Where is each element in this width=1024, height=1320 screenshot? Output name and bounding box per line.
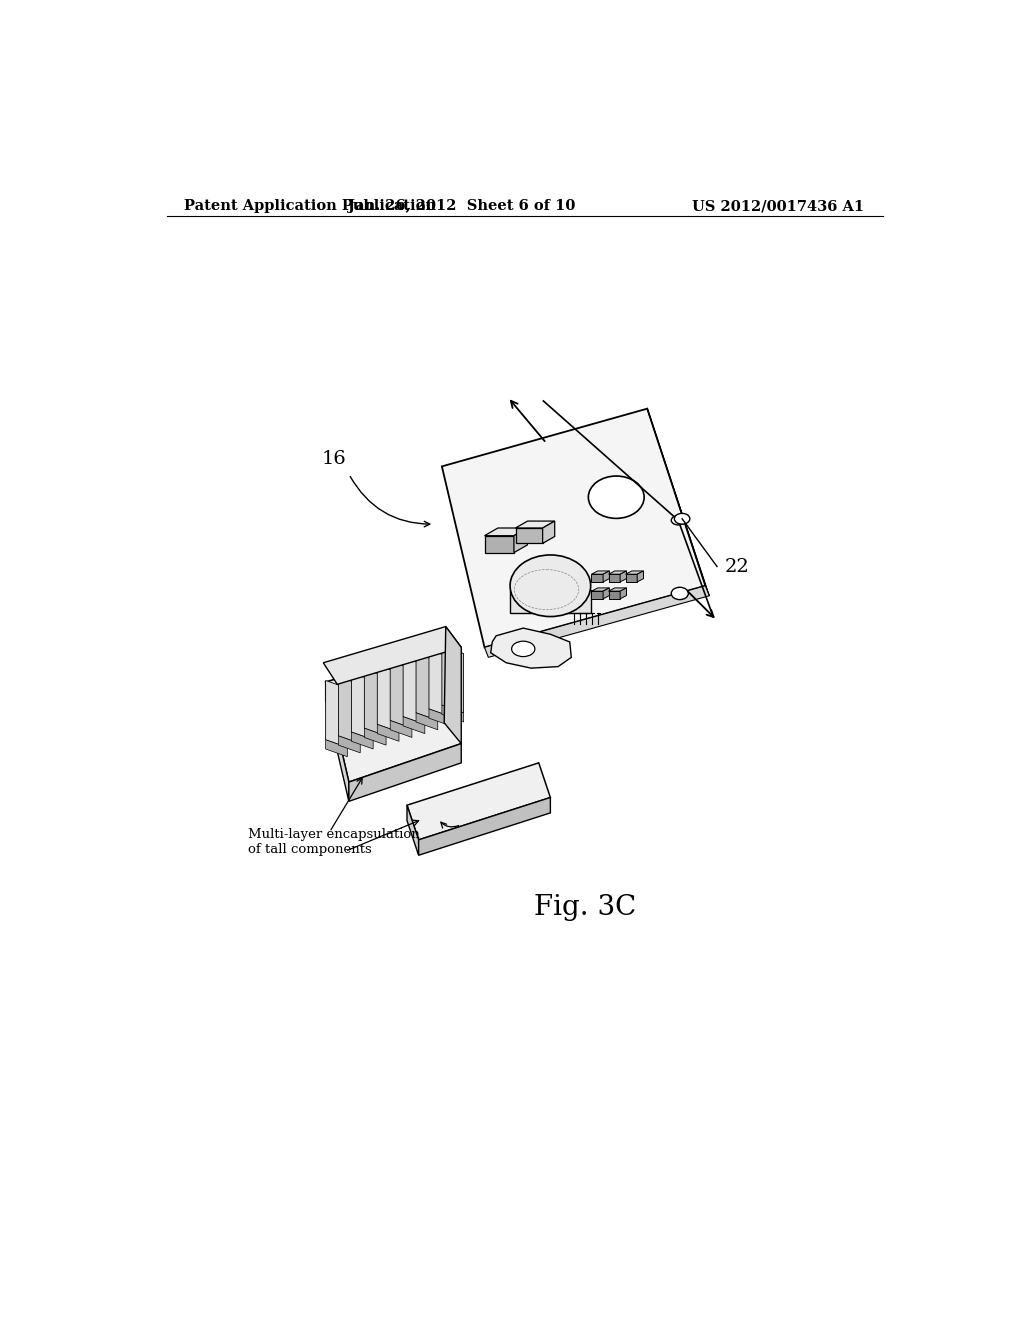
Polygon shape (442, 645, 464, 713)
Polygon shape (603, 587, 609, 599)
Polygon shape (510, 590, 591, 612)
Polygon shape (608, 591, 621, 599)
Polygon shape (647, 409, 710, 595)
Ellipse shape (589, 477, 644, 519)
Polygon shape (377, 725, 399, 742)
Polygon shape (484, 536, 514, 553)
Polygon shape (442, 705, 464, 722)
Polygon shape (429, 649, 451, 717)
Polygon shape (407, 763, 550, 840)
Text: Jan. 26, 2012  Sheet 6 of 10: Jan. 26, 2012 Sheet 6 of 10 (347, 199, 574, 213)
Polygon shape (514, 528, 527, 553)
Polygon shape (419, 797, 550, 855)
Polygon shape (626, 572, 643, 574)
Polygon shape (608, 574, 621, 582)
Polygon shape (515, 521, 555, 528)
Polygon shape (326, 681, 347, 747)
Polygon shape (339, 737, 360, 752)
Polygon shape (416, 653, 437, 721)
Polygon shape (592, 591, 603, 599)
Polygon shape (403, 657, 425, 725)
Ellipse shape (510, 554, 591, 616)
Polygon shape (365, 729, 386, 744)
Ellipse shape (672, 516, 685, 525)
Text: 16: 16 (322, 450, 346, 467)
Polygon shape (543, 521, 555, 544)
Polygon shape (324, 627, 461, 684)
Text: US 2012/0017436 A1: US 2012/0017436 A1 (692, 199, 864, 213)
Polygon shape (608, 572, 627, 574)
Polygon shape (390, 661, 412, 729)
Polygon shape (326, 739, 347, 756)
Polygon shape (326, 647, 461, 781)
Polygon shape (637, 572, 643, 582)
Polygon shape (390, 721, 412, 738)
Polygon shape (351, 733, 373, 748)
Polygon shape (339, 677, 360, 743)
Polygon shape (349, 743, 461, 801)
Text: Fig. 3C: Fig. 3C (535, 894, 636, 921)
Ellipse shape (672, 587, 688, 599)
Polygon shape (603, 572, 609, 582)
Polygon shape (403, 717, 425, 734)
Polygon shape (484, 586, 710, 657)
Polygon shape (490, 628, 571, 668)
Text: Patent Application Publication: Patent Application Publication (183, 199, 436, 213)
Polygon shape (592, 587, 609, 591)
Ellipse shape (675, 513, 690, 524)
Polygon shape (484, 528, 527, 536)
Polygon shape (621, 587, 627, 599)
Text: Multi-layer encapsulation
of tall components: Multi-layer encapsulation of tall compon… (248, 829, 420, 857)
Polygon shape (592, 572, 609, 574)
Polygon shape (377, 665, 399, 733)
Polygon shape (444, 627, 461, 743)
Polygon shape (416, 713, 437, 730)
Polygon shape (608, 587, 627, 591)
Polygon shape (326, 682, 349, 801)
Polygon shape (351, 673, 373, 739)
Polygon shape (592, 574, 603, 582)
Polygon shape (621, 572, 627, 582)
Text: 22: 22 (725, 557, 750, 576)
Polygon shape (515, 528, 543, 544)
Polygon shape (407, 805, 419, 855)
Polygon shape (365, 669, 386, 737)
Ellipse shape (512, 642, 535, 656)
Polygon shape (442, 409, 706, 647)
Polygon shape (429, 709, 451, 726)
Polygon shape (626, 574, 637, 582)
